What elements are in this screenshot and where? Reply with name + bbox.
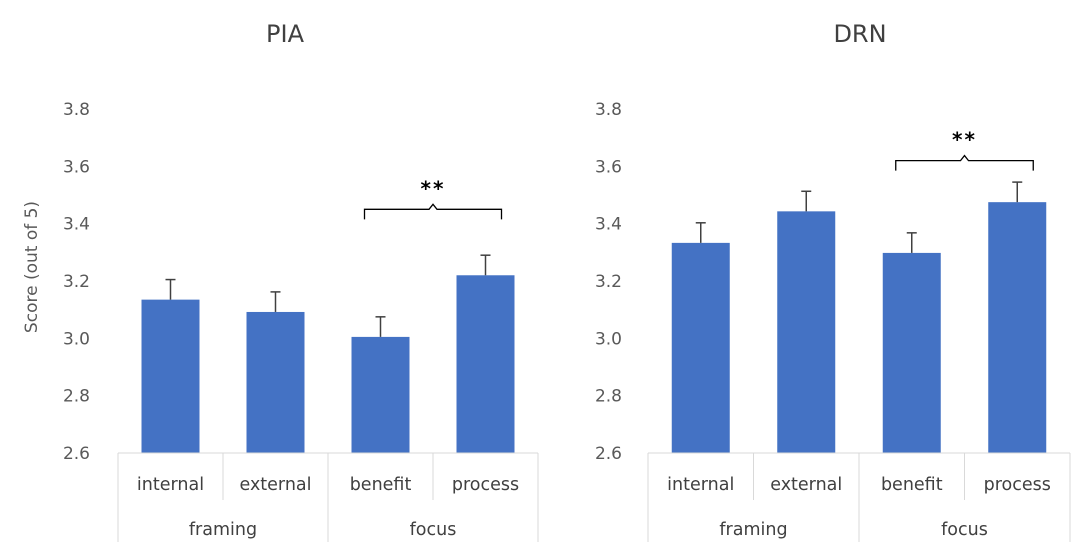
y-tick-label: 3.0 — [63, 329, 90, 349]
chart-title: PIA — [266, 20, 305, 48]
y-tick-label: 2.6 — [595, 444, 622, 464]
significance-label: ** — [421, 176, 446, 200]
bar-process — [456, 275, 515, 453]
x-tick-label: internal — [137, 475, 204, 495]
bar-external — [246, 311, 305, 453]
y-tick-label: 3.6 — [595, 157, 622, 177]
x-group-label: framing — [189, 520, 257, 540]
bar-external — [777, 211, 836, 453]
y-tick-label: 2.6 — [63, 444, 90, 464]
bar-benefit — [351, 336, 410, 453]
bar-benefit — [882, 252, 941, 453]
significance-bracket — [363, 203, 503, 220]
y-tick-label: 2.8 — [595, 387, 622, 407]
x-tick-label: internal — [667, 475, 734, 495]
y-tick-label: 3.8 — [595, 100, 622, 120]
x-tick-label: external — [239, 475, 311, 495]
y-tick-label: 3.0 — [595, 329, 622, 349]
y-tick-label: 3.4 — [595, 215, 622, 235]
x-tick-label: process — [452, 475, 519, 495]
y-axis-label: Score (out of 5) — [22, 201, 42, 333]
chart-panel-pia: PIA 2.6 2.8 3.0 3.2 3.4 3.6 3.8 internal external… — [63, 20, 539, 542]
bar-process — [988, 202, 1047, 453]
y-tick-label: 3.2 — [595, 272, 622, 292]
chart-panel-drn: DRN 2.6 2.8 3.0 3.2 3.4 3.6 3.8 internal external… — [595, 20, 1071, 542]
y-tick-label: 3.2 — [63, 272, 90, 292]
bar-internal — [141, 299, 200, 453]
y-tick-label: 3.6 — [63, 157, 90, 177]
x-tick-label: benefit — [881, 475, 943, 495]
x-group-label: focus — [410, 520, 457, 540]
x-tick-label: process — [984, 475, 1051, 495]
y-tick-label: 2.8 — [63, 387, 90, 407]
chart-title: DRN — [833, 20, 886, 48]
x-group-label: focus — [941, 520, 988, 540]
x-group-label: framing — [719, 520, 787, 540]
significance-bracket — [895, 154, 1034, 171]
y-tick-label: 3.4 — [63, 215, 90, 235]
bar-internal — [671, 242, 730, 453]
x-tick-label: external — [770, 475, 842, 495]
x-tick-label: benefit — [350, 475, 412, 495]
significance-label: ** — [952, 128, 977, 152]
y-tick-label: 3.8 — [63, 100, 90, 120]
